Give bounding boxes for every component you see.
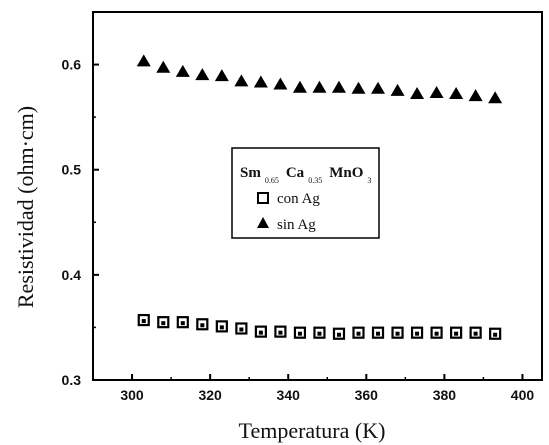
legend-title-sub-1: 0.65 [265,176,279,185]
data-point-square-fill [434,331,439,336]
data-point-square-fill [297,331,302,336]
data-point-square-fill [376,331,381,336]
plot-frame-rect [92,11,543,381]
legend-title-sub-2: 0.35 [308,176,322,185]
data-point-triangle [234,74,249,87]
data-point-triangle [175,64,190,77]
data-point-square-fill [415,331,420,336]
data-point-square-fill [473,331,478,336]
x-tick-label: 360 [355,387,379,403]
data-point-triangle [351,81,366,94]
legend-entry-con-ag: con Ag [277,191,320,207]
data-point-triangle [390,83,405,96]
legend-square-marker [257,192,269,204]
data-point-square-fill [356,331,361,336]
x-tick-label: 340 [277,387,301,403]
legend-box [231,147,380,239]
data-point-square-fill [141,319,146,324]
data-point-square-fill [278,330,283,335]
legend-triangle-marker [257,217,269,228]
data-point-square-fill [239,327,244,332]
series-square [137,313,502,340]
data-point-square-fill [395,331,400,336]
data-point-triangle [195,68,210,81]
data-point-square-fill [493,332,498,337]
data-point-square-fill [258,330,263,335]
legend-entry-sin-ag: sin Ag [277,217,316,233]
data-series [136,54,503,340]
legend-title-mno: MnO [329,165,363,181]
data-point-triangle [429,85,444,98]
data-point-triangle [214,69,229,82]
data-point-square-fill [200,323,205,328]
x-tick-label: 300 [120,387,144,403]
data-point-triangle [488,91,503,104]
y-axis: 0.3 0.4 0.5 0.6 [62,57,99,388]
x-tick-label: 400 [511,387,535,403]
data-point-triangle [371,81,386,94]
x-axis-title: Temperatura (K) [239,418,386,443]
x-tick-label: 380 [433,387,457,403]
data-point-triangle [449,87,464,100]
y-tick-label: 0.6 [62,57,82,73]
data-point-triangle [410,87,425,100]
plot-frame [92,11,543,381]
y-tick-label: 0.5 [62,162,82,178]
data-point-triangle [331,80,346,93]
data-point-square-fill [317,331,322,336]
data-point-triangle [253,75,268,88]
legend-title-ca: Ca [286,165,305,181]
data-point-triangle [468,89,483,102]
data-point-square-fill [219,325,224,330]
legend-title-sub-3: 3 [367,176,371,185]
data-point-triangle [156,60,171,73]
legend: Sm 0.65 Ca 0.35 MnO 3 con Ag sin Ag [231,147,380,239]
legend-title: Sm 0.65 Ca 0.35 MnO 3 [240,164,371,187]
data-point-square-fill [161,321,166,326]
data-point-triangle [292,80,307,93]
data-point-triangle [273,77,288,90]
data-point-square-fill [180,321,185,326]
data-point-square-fill [454,331,459,336]
y-tick-label: 0.4 [62,267,82,283]
y-axis-title: Resistividad (ohm·cm) [13,106,38,308]
data-point-triangle [312,80,327,93]
legend-title-sm: Sm [240,165,261,181]
series-triangle [136,54,503,104]
x-axis: 300 320 340 360 380 400 [120,374,534,403]
data-point-square-fill [336,332,341,337]
x-tick-label: 320 [198,387,222,403]
y-tick-label: 0.3 [62,372,82,388]
data-point-triangle [136,54,151,67]
